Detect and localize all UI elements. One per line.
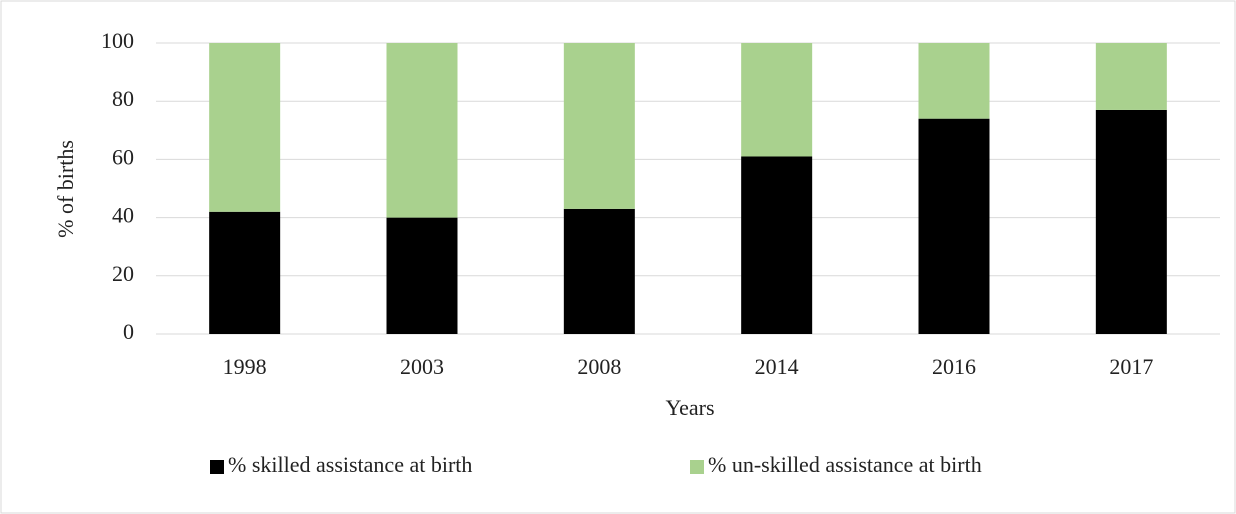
legend-swatch bbox=[210, 460, 224, 474]
x-axis-title: Years bbox=[665, 395, 714, 420]
bar-segment bbox=[563, 43, 635, 209]
x-tick-label: 2017 bbox=[1109, 354, 1153, 379]
legend-label: % skilled assistance at birth bbox=[228, 452, 472, 477]
bar-segment bbox=[386, 217, 458, 334]
bar-segment bbox=[1095, 109, 1167, 335]
bar-segment bbox=[1095, 43, 1167, 110]
x-tick-label: 2014 bbox=[755, 354, 799, 379]
x-tick-label: 2008 bbox=[577, 354, 621, 379]
bar-segment bbox=[918, 118, 990, 334]
y-axis-title: % of births bbox=[53, 140, 78, 238]
y-tick-label: 80 bbox=[112, 86, 134, 111]
bar-segment bbox=[563, 208, 635, 334]
y-tick-label: 60 bbox=[112, 144, 134, 169]
y-tick-label: 20 bbox=[112, 261, 134, 286]
x-tick-label: 1998 bbox=[223, 354, 267, 379]
bar-segment bbox=[741, 43, 813, 157]
legend-label: % un-skilled assistance at birth bbox=[708, 452, 982, 477]
y-tick-label: 100 bbox=[101, 28, 134, 53]
y-tick-label: 40 bbox=[112, 203, 134, 228]
legend-swatch bbox=[690, 460, 704, 474]
bar-segment bbox=[741, 156, 813, 334]
bar-segment bbox=[209, 211, 281, 334]
x-tick-label: 2003 bbox=[400, 354, 444, 379]
bar-segment bbox=[918, 43, 990, 119]
bar-segment bbox=[386, 43, 458, 218]
y-tick-label: 0 bbox=[123, 319, 134, 344]
x-tick-label: 2016 bbox=[932, 354, 976, 379]
bar-segment bbox=[209, 43, 281, 212]
